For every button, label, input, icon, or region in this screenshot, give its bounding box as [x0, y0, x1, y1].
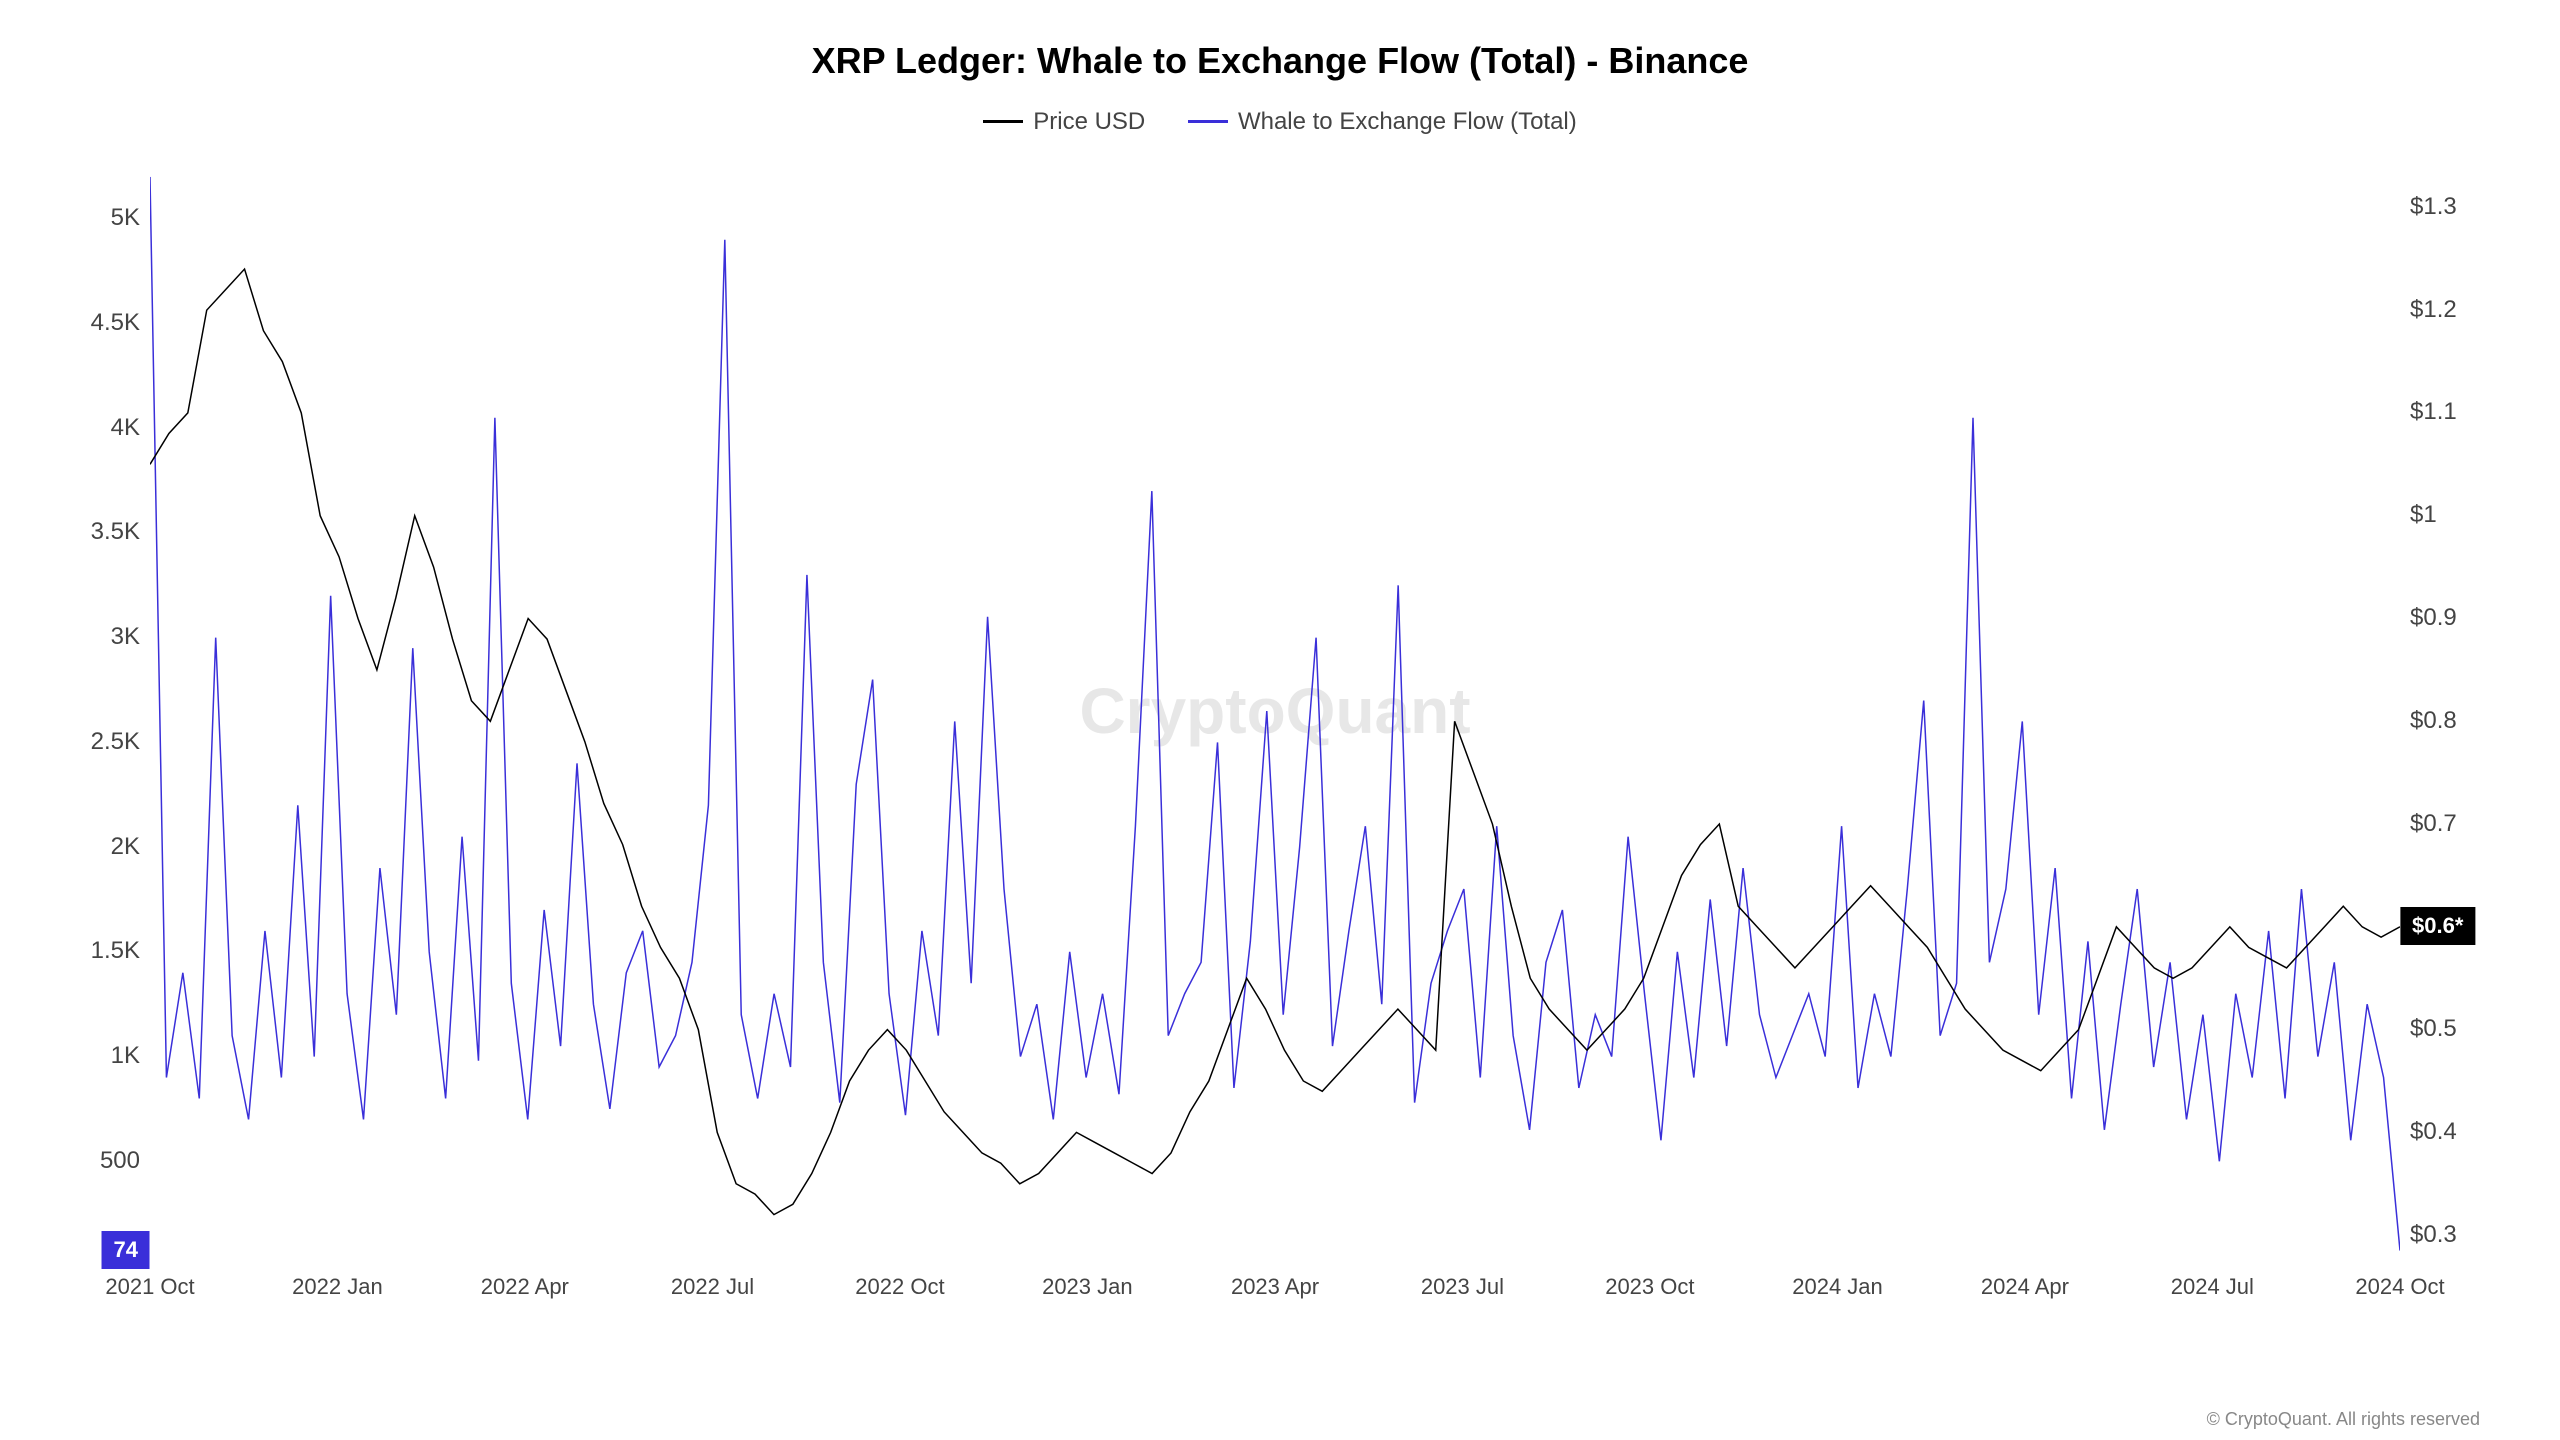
y-left-tick: 5K — [111, 204, 140, 232]
y-right-tick: $0.7 — [2410, 810, 2457, 838]
x-tick: 2024 Oct — [2355, 1274, 2444, 1300]
legend-item-price: Price USD — [983, 108, 1145, 136]
price-line — [150, 269, 2400, 1215]
x-tick: 2023 Oct — [1605, 1274, 1694, 1300]
footer-copyright: © CryptoQuant. All rights reserved — [2207, 1409, 2480, 1430]
flow-line — [150, 176, 2400, 1250]
legend-item-flow: Whale to Exchange Flow (Total) — [1188, 108, 1577, 136]
x-tick: 2023 Apr — [1231, 1274, 1319, 1300]
x-tick: 2024 Jul — [2171, 1274, 2254, 1300]
chart-legend: Price USD Whale to Exchange Flow (Total) — [60, 102, 2500, 136]
x-tick: 2022 Jul — [671, 1274, 754, 1300]
current-flow-badge: 74 — [102, 1231, 150, 1269]
chart-svg — [150, 156, 2400, 1266]
y-axis-right: $0.3$0.4$0.5$0.6$0.7$0.8$0.9$1$1.1$1.2$1… — [2400, 156, 2500, 1266]
y-right-tick: $0.3 — [2410, 1221, 2457, 1249]
y-left-tick: 3.5K — [91, 518, 140, 546]
y-left-tick: 500 — [100, 1147, 140, 1175]
x-tick: 2024 Jan — [1792, 1274, 1883, 1300]
y-left-tick: 4K — [111, 414, 140, 442]
x-tick: 2022 Oct — [855, 1274, 944, 1300]
y-left-tick: 4.5K — [91, 309, 140, 337]
y-right-tick: $0.8 — [2410, 707, 2457, 735]
x-tick: 2022 Jan — [292, 1274, 383, 1300]
current-price-badge: $0.6* — [2400, 907, 2475, 945]
x-tick: 2023 Jul — [1421, 1274, 1504, 1300]
y-right-tick: $0.4 — [2410, 1118, 2457, 1146]
plot: CryptoQuant 74 $0.6* — [150, 156, 2400, 1266]
legend-line-flow — [1188, 120, 1228, 123]
legend-label-flow: Whale to Exchange Flow (Total) — [1238, 108, 1577, 136]
y-left-tick: 1K — [111, 1042, 140, 1070]
y-right-tick: $1 — [2410, 501, 2437, 529]
chart-container: XRP Ledger: Whale to Exchange Flow (Tota… — [0, 0, 2560, 1440]
y-right-tick: $1.3 — [2410, 193, 2457, 221]
y-left-tick: 2.5K — [91, 728, 140, 756]
legend-label-price: Price USD — [1033, 108, 1145, 136]
y-left-tick: 1.5K — [91, 937, 140, 965]
chart-title: XRP Ledger: Whale to Exchange Flow (Tota… — [60, 40, 2500, 82]
x-tick: 2022 Apr — [481, 1274, 569, 1300]
x-tick: 2021 Oct — [105, 1274, 194, 1300]
x-tick: 2023 Jan — [1042, 1274, 1133, 1300]
y-right-tick: $0.9 — [2410, 604, 2457, 632]
y-left-tick: 2K — [111, 833, 140, 861]
x-tick: 2024 Apr — [1981, 1274, 2069, 1300]
y-right-tick: $1.2 — [2410, 296, 2457, 324]
plot-area: 500 1K 1.5K 2K 2.5K 3K 3.5K 4K 4.5K 5K $0.3 $0.4 $0… — [60, 156, 2500, 1316]
x-axis: 2021 Oct2022 Jan2022 Apr2022 Jul2022 Oct… — [150, 1266, 2400, 1316]
y-right-tick: $0.5 — [2410, 1015, 2457, 1043]
legend-line-price — [983, 120, 1023, 123]
y-left-tick: 3K — [111, 623, 140, 651]
y-right-tick: $1.1 — [2410, 398, 2457, 426]
y-axis-left: 500 1K 1.5K 2K 2.5K 3K 3.5K 4K 4.5K 5K — [60, 156, 150, 1266]
